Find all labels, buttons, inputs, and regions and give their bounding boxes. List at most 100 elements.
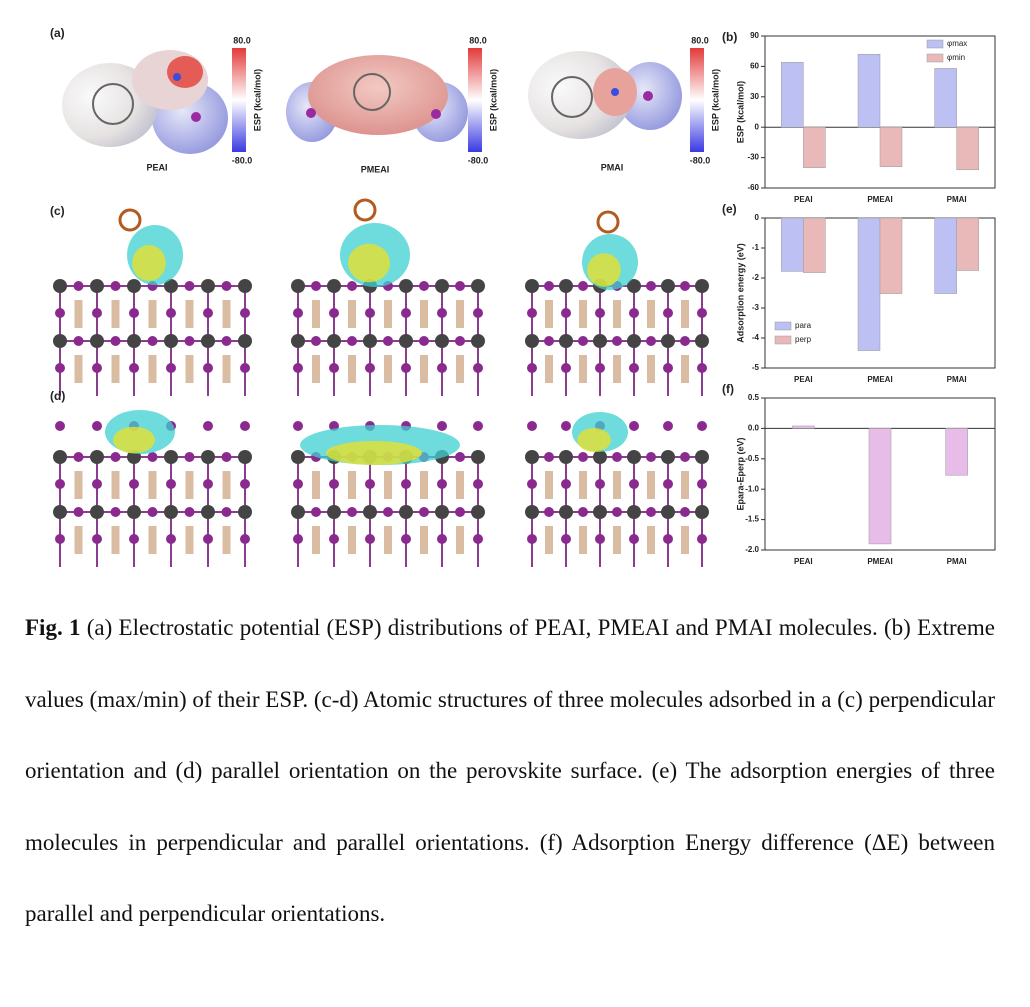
bar bbox=[945, 428, 968, 476]
atom-i bbox=[129, 363, 139, 373]
atom-i bbox=[240, 534, 250, 544]
atom-i bbox=[203, 363, 213, 373]
panel-label: (a) bbox=[50, 26, 65, 40]
y-tick-label: -2 bbox=[752, 273, 760, 282]
atom-pb bbox=[164, 334, 178, 348]
organic bbox=[185, 300, 194, 328]
legend-swatch bbox=[774, 321, 792, 331]
atom-i bbox=[92, 363, 102, 373]
atom-i bbox=[110, 336, 121, 346]
atom-i bbox=[646, 336, 656, 346]
atom-pb bbox=[695, 450, 709, 464]
atom-pb bbox=[471, 334, 485, 348]
atom-i bbox=[473, 308, 483, 318]
atom-i bbox=[561, 421, 571, 431]
atom-i bbox=[629, 308, 639, 318]
density-yellow bbox=[577, 428, 611, 452]
atom-i bbox=[646, 281, 656, 291]
panel-label: (f) bbox=[722, 382, 734, 396]
organic bbox=[579, 471, 587, 499]
atom-i bbox=[92, 534, 102, 544]
figure: PEAI 80.0 -80.0 ESP (kcal/mol) PMEAI 80.0 -80.… bbox=[50, 26, 996, 567]
bar bbox=[934, 217, 957, 294]
organic bbox=[148, 526, 157, 554]
colorbar-max: 80.0 bbox=[691, 35, 709, 45]
y-tick-label: -1.5 bbox=[745, 515, 759, 524]
atom-pb bbox=[559, 279, 573, 293]
atom-i bbox=[110, 452, 121, 462]
organic bbox=[613, 471, 621, 499]
organic bbox=[545, 355, 553, 383]
atom-i bbox=[578, 336, 588, 346]
y-tick-label: -1.0 bbox=[745, 484, 759, 493]
organic bbox=[384, 471, 392, 499]
atom-pb bbox=[53, 279, 67, 293]
organic bbox=[348, 355, 356, 383]
atom-i bbox=[401, 308, 411, 318]
atom-i bbox=[437, 534, 447, 544]
atom-i bbox=[527, 308, 537, 318]
atom-pb bbox=[627, 334, 641, 348]
atom-i bbox=[166, 308, 176, 318]
atom-i bbox=[561, 308, 571, 318]
ring bbox=[118, 208, 142, 232]
colorbar bbox=[232, 48, 246, 152]
atom-i bbox=[129, 479, 139, 489]
organic bbox=[420, 471, 428, 499]
caption-text: (a) Electrostatic potential (ESP) distri… bbox=[25, 615, 995, 926]
molecule-peai bbox=[62, 50, 228, 154]
y-tick-label: 30 bbox=[750, 92, 759, 101]
atom-pb bbox=[435, 279, 449, 293]
atom-i bbox=[221, 281, 232, 291]
atom-i bbox=[680, 281, 690, 291]
atom-i bbox=[293, 421, 303, 431]
colorbar-max: 80.0 bbox=[469, 35, 487, 45]
organic bbox=[420, 355, 428, 383]
atom-i bbox=[383, 336, 393, 346]
atom-i bbox=[578, 507, 588, 517]
organic bbox=[148, 355, 157, 383]
organic bbox=[312, 526, 320, 554]
atom-pb bbox=[90, 450, 104, 464]
atom-i bbox=[419, 281, 429, 291]
atom-pb bbox=[291, 450, 305, 464]
bar bbox=[803, 217, 826, 273]
atom-pb bbox=[559, 505, 573, 519]
atom-pb bbox=[238, 334, 252, 348]
atom-pb bbox=[164, 505, 178, 519]
atom-i bbox=[184, 507, 195, 517]
atom-pb bbox=[201, 334, 215, 348]
caption-lead: Fig. 1 bbox=[25, 615, 81, 640]
atom-i bbox=[612, 452, 622, 462]
atom-i bbox=[697, 534, 707, 544]
organic bbox=[681, 526, 689, 554]
atom-pb bbox=[593, 334, 607, 348]
atom-i bbox=[629, 363, 639, 373]
atom-i bbox=[401, 363, 411, 373]
structures bbox=[53, 198, 709, 567]
y-axis-label: Epara-Eperp (eV) bbox=[735, 437, 745, 510]
atom-pb bbox=[627, 505, 641, 519]
organic bbox=[148, 471, 157, 499]
x-tick-label: PMEAI bbox=[867, 375, 892, 384]
colorbar-label: ESP (kcal/mol) bbox=[488, 69, 498, 131]
atom-i bbox=[437, 421, 447, 431]
bar bbox=[956, 217, 979, 271]
atom-i bbox=[544, 336, 554, 346]
density-yellow bbox=[348, 243, 390, 283]
atom-i bbox=[473, 479, 483, 489]
atom-i bbox=[55, 421, 65, 431]
atom-i bbox=[663, 308, 673, 318]
atom-i bbox=[203, 421, 213, 431]
atom-i bbox=[663, 479, 673, 489]
atom-pb bbox=[238, 505, 252, 519]
organic bbox=[681, 355, 689, 383]
atom-pb bbox=[627, 450, 641, 464]
atom-i bbox=[365, 479, 375, 489]
atom-pb bbox=[164, 279, 178, 293]
atom-pb bbox=[327, 334, 341, 348]
atom-i bbox=[561, 534, 571, 544]
atom-pb bbox=[363, 505, 377, 519]
x-tick-label: PMEAI bbox=[867, 557, 892, 566]
atom-i bbox=[612, 336, 622, 346]
